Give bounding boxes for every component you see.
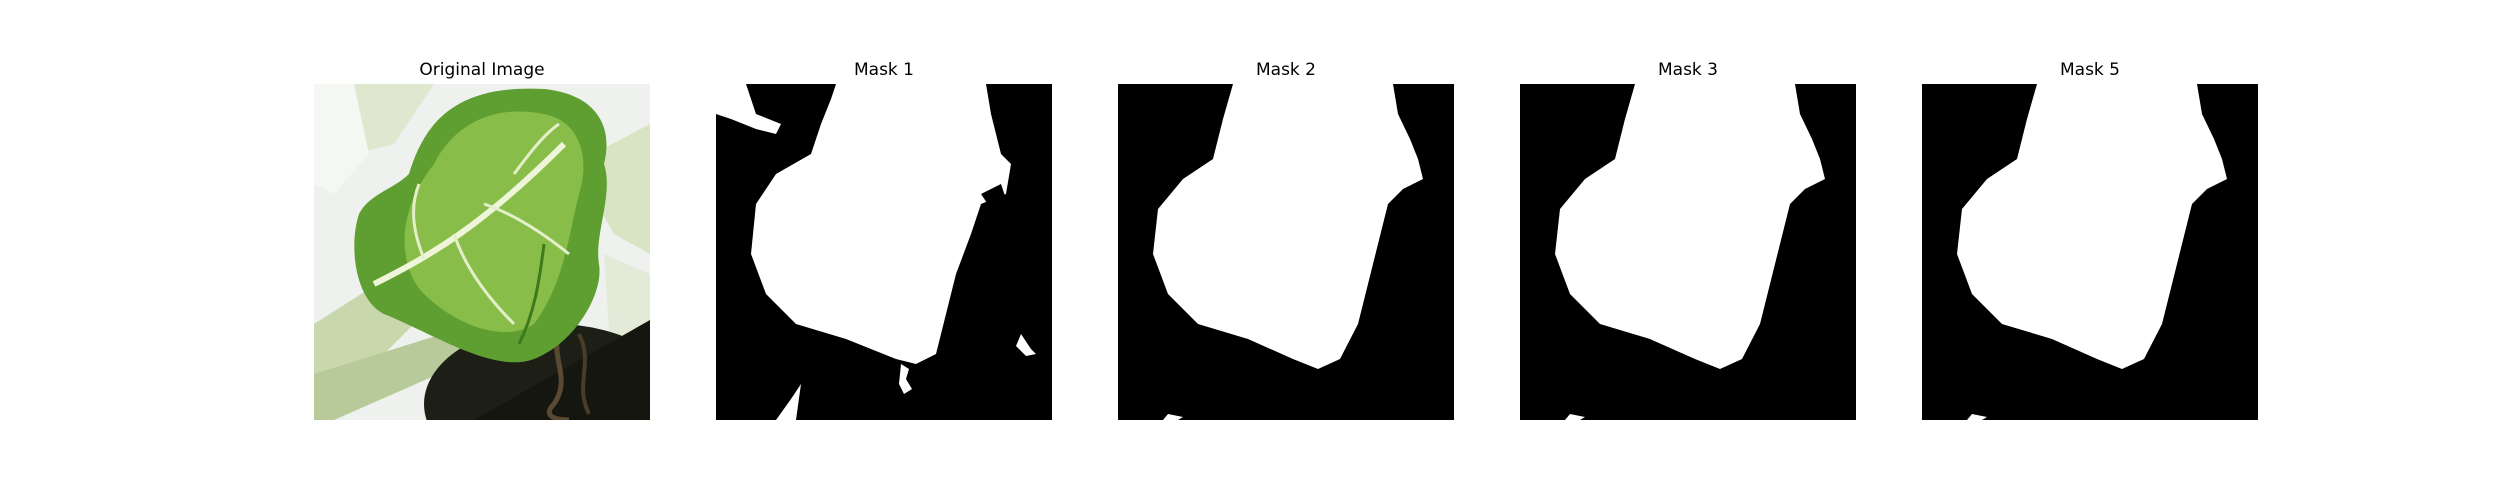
mask-5-image <box>1922 84 2258 420</box>
panel-title: Original Image <box>419 60 545 80</box>
original-plant-image <box>314 84 650 420</box>
panel-title: Mask 2 <box>1255 60 1316 80</box>
panel-title: Mask 3 <box>1657 60 1718 80</box>
mask-2-image <box>1118 84 1454 420</box>
mask-3-image <box>1520 84 1856 420</box>
panel-title: Mask 1 <box>853 60 914 80</box>
mask-1-image <box>716 84 1052 420</box>
panel-title: Mask 5 <box>2059 60 2120 80</box>
